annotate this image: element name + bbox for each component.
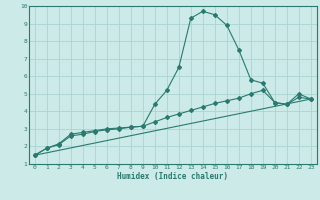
X-axis label: Humidex (Indice chaleur): Humidex (Indice chaleur) [117,172,228,181]
